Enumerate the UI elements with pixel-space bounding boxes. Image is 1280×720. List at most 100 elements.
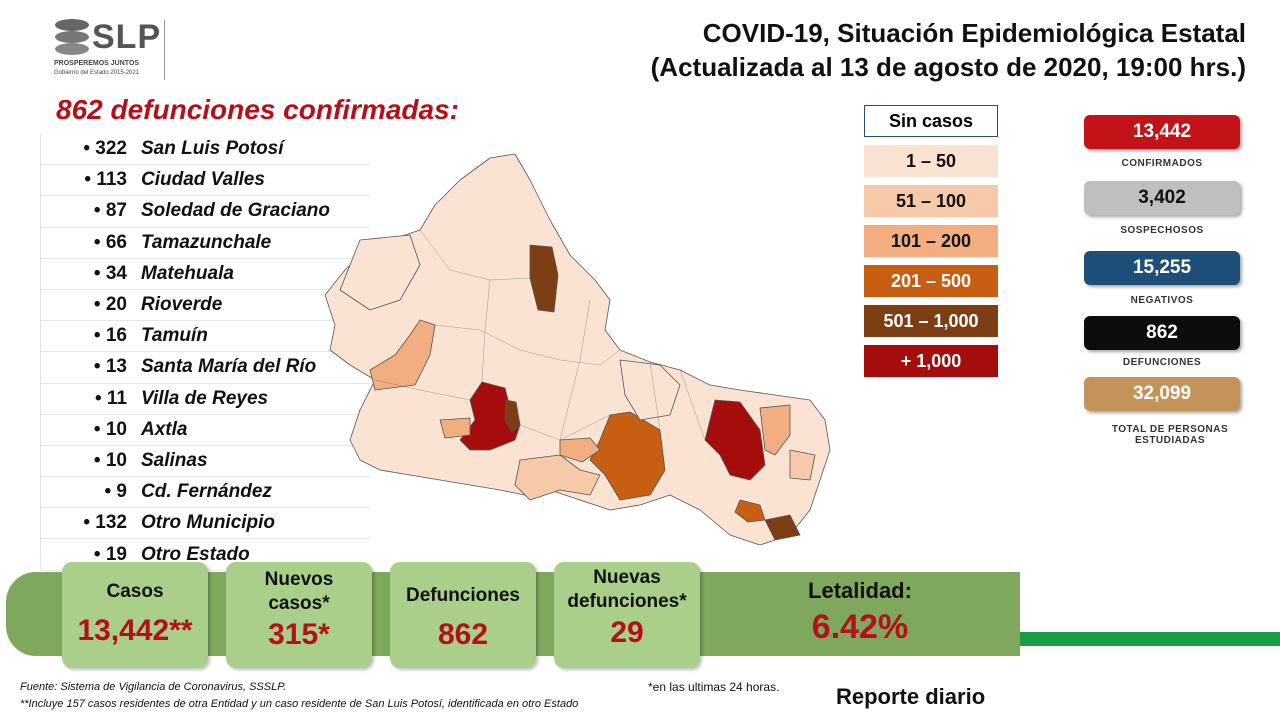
legend-item-sin-casos: Sin casos	[864, 105, 998, 137]
map-region	[559, 437, 601, 463]
list-item: • 132 Otro Municipio	[40, 508, 370, 540]
legend-label: 51 – 100	[895, 190, 967, 211]
death-count: • 132	[83, 512, 127, 534]
page-title: COVID-19, Situación Epidemiológica Estat…	[702, 18, 1246, 48]
list-item: • 66 Tamazunchale	[40, 227, 370, 259]
accent-strip	[1018, 632, 1280, 646]
legend-label: 201 – 500	[890, 270, 972, 291]
municipality-name: Cd. Fernández	[141, 481, 272, 503]
death-count: • 10	[93, 449, 127, 471]
list-item: • 10 Salinas	[40, 445, 370, 478]
nuevas-defunciones-value: 29	[610, 616, 644, 649]
municipality-name: Matehuala	[141, 262, 234, 284]
report-label: Reporte diario	[836, 684, 986, 709]
death-count: • 113	[84, 169, 127, 191]
map-region	[504, 399, 521, 433]
deaths-list: • 322 San Luis Potosí • 113 Ciudad Valles …	[40, 134, 370, 571]
stat-confirmados-label: CONFIRMADOS	[1121, 158, 1203, 169]
stat-negativos-value: 15,255	[1084, 251, 1240, 285]
source-note: Fuente: Sistema de Vigilancia de Coronav…	[20, 681, 287, 693]
legend-item-51-100: 51 – 100	[864, 185, 998, 217]
death-count: • 87	[93, 200, 127, 222]
list-item: • 322 San Luis Potosí	[40, 134, 370, 166]
logo-text: SLP	[92, 18, 162, 56]
logo-tagline: PROSPEREMOS JUNTOS	[54, 60, 140, 67]
map-region	[704, 399, 766, 481]
municipality-name: Rioverde	[141, 294, 223, 316]
list-item: • 20 Rioverde	[40, 289, 370, 322]
death-count: • 10	[93, 418, 127, 440]
municipality-name: San Luis Potosí	[141, 138, 284, 160]
municipality-name: Ciudad Valles	[141, 169, 265, 191]
slp-logo-icon	[55, 19, 89, 55]
summary-defunciones: Defunciones 862	[390, 562, 536, 668]
nuevos-casos-label: Nuevos casos*	[264, 569, 334, 614]
state-map	[324, 153, 831, 546]
stat-negativos-label: NEGATIVOS	[1130, 295, 1194, 306]
nuevos-casos-value: 315*	[268, 618, 330, 651]
stat-confirmados-value: 13,442	[1084, 115, 1240, 149]
stat-sospechosos-label: SOSPECHOSOS	[1120, 225, 1204, 236]
logo-divider	[164, 20, 165, 80]
legend-label: 501 – 1,000	[883, 310, 979, 331]
map-region	[759, 404, 791, 456]
municipality-name: Salinas	[141, 449, 208, 471]
map-region	[439, 417, 471, 439]
map-region	[369, 319, 436, 391]
slp-logo: SLP PROSPEREMOS JUNTOS Gobierno del Esta…	[52, 16, 165, 84]
map-region	[529, 244, 559, 313]
nuevas-defunciones-label: Nuevas defunciones*	[567, 567, 687, 612]
map-region	[514, 454, 601, 501]
legend-item-501-1000: 501 – 1,000	[864, 305, 998, 337]
footnote: **Incluye 157 casos residentes de otra E…	[20, 698, 579, 710]
summary-nuevos-casos: Nuevos casos* 315*	[226, 562, 372, 668]
municipality-name: Villa de Reyes	[141, 387, 269, 409]
death-count: • 9	[104, 481, 128, 503]
legend-item-201-500: 201 – 500	[864, 265, 998, 297]
list-item: • 11 Villa de Reyes	[40, 383, 370, 415]
stat-sospechosos-value: 3,402	[1084, 181, 1240, 215]
list-item: • 10 Axtla	[40, 414, 370, 446]
municipality-name: Axtla	[141, 418, 188, 440]
defunciones-value: 862	[437, 618, 489, 651]
last-24h-note: *en las ultimas 24 horas.	[648, 680, 780, 694]
death-count: • 20	[93, 294, 127, 316]
legend-label: 1 – 50	[905, 150, 957, 171]
map-region	[619, 359, 681, 421]
casos-label: Casos	[106, 581, 164, 602]
casos-value: 13,442**	[77, 614, 193, 647]
map-region	[339, 234, 421, 311]
page-subtitle: (Actualizada al 13 de agosto de 2020, 19…	[650, 52, 1246, 82]
summary-casos: Casos 13,442**	[62, 562, 208, 668]
municipality-name: Tamuín	[141, 325, 208, 347]
death-count: • 34	[93, 262, 127, 284]
list-item: • 34 Matehuala	[40, 258, 370, 290]
defunciones-label: Defunciones	[405, 585, 521, 606]
deaths-heading: 862 defunciones confirmadas:	[56, 94, 460, 125]
death-count: • 13	[93, 356, 127, 378]
municipality-name: Soledad de Graciano	[141, 200, 330, 222]
municipality-name: Otro Estado	[141, 543, 250, 565]
list-item: • 13 Santa María del Río	[40, 352, 370, 384]
map-region	[764, 514, 801, 541]
municipality-name: Otro Municipio	[141, 512, 276, 534]
list-item: • 9 Cd. Fernández	[40, 477, 370, 509]
legend-item-1-50: 1 – 50	[864, 145, 998, 177]
list-item: • 16 Tamuín	[40, 321, 370, 353]
letalidad-label: Letalidad:	[808, 578, 912, 603]
death-count: • 11	[94, 387, 127, 409]
legend-item-101-200: 101 – 200	[864, 225, 998, 257]
legend-item-over-1000: + 1,000	[864, 345, 998, 377]
death-count: • 322	[83, 138, 127, 160]
legend-label: Sin casos	[888, 110, 974, 131]
letalidad-value: 6.42%	[811, 608, 909, 646]
list-item: • 113 Ciudad Valles	[40, 165, 370, 197]
map-region	[734, 499, 766, 523]
legend-label: 101 – 200	[890, 230, 972, 251]
list-item: • 87 Soledad de Graciano	[40, 196, 370, 228]
death-count: • 16	[93, 325, 127, 347]
stat-defunciones-label: DEFUNCIONES	[1122, 357, 1202, 368]
stat-defunciones-value: 862	[1084, 316, 1240, 350]
stat-total-value: 32,099	[1084, 377, 1240, 411]
municipality-name: Tamazunchale	[141, 231, 272, 253]
